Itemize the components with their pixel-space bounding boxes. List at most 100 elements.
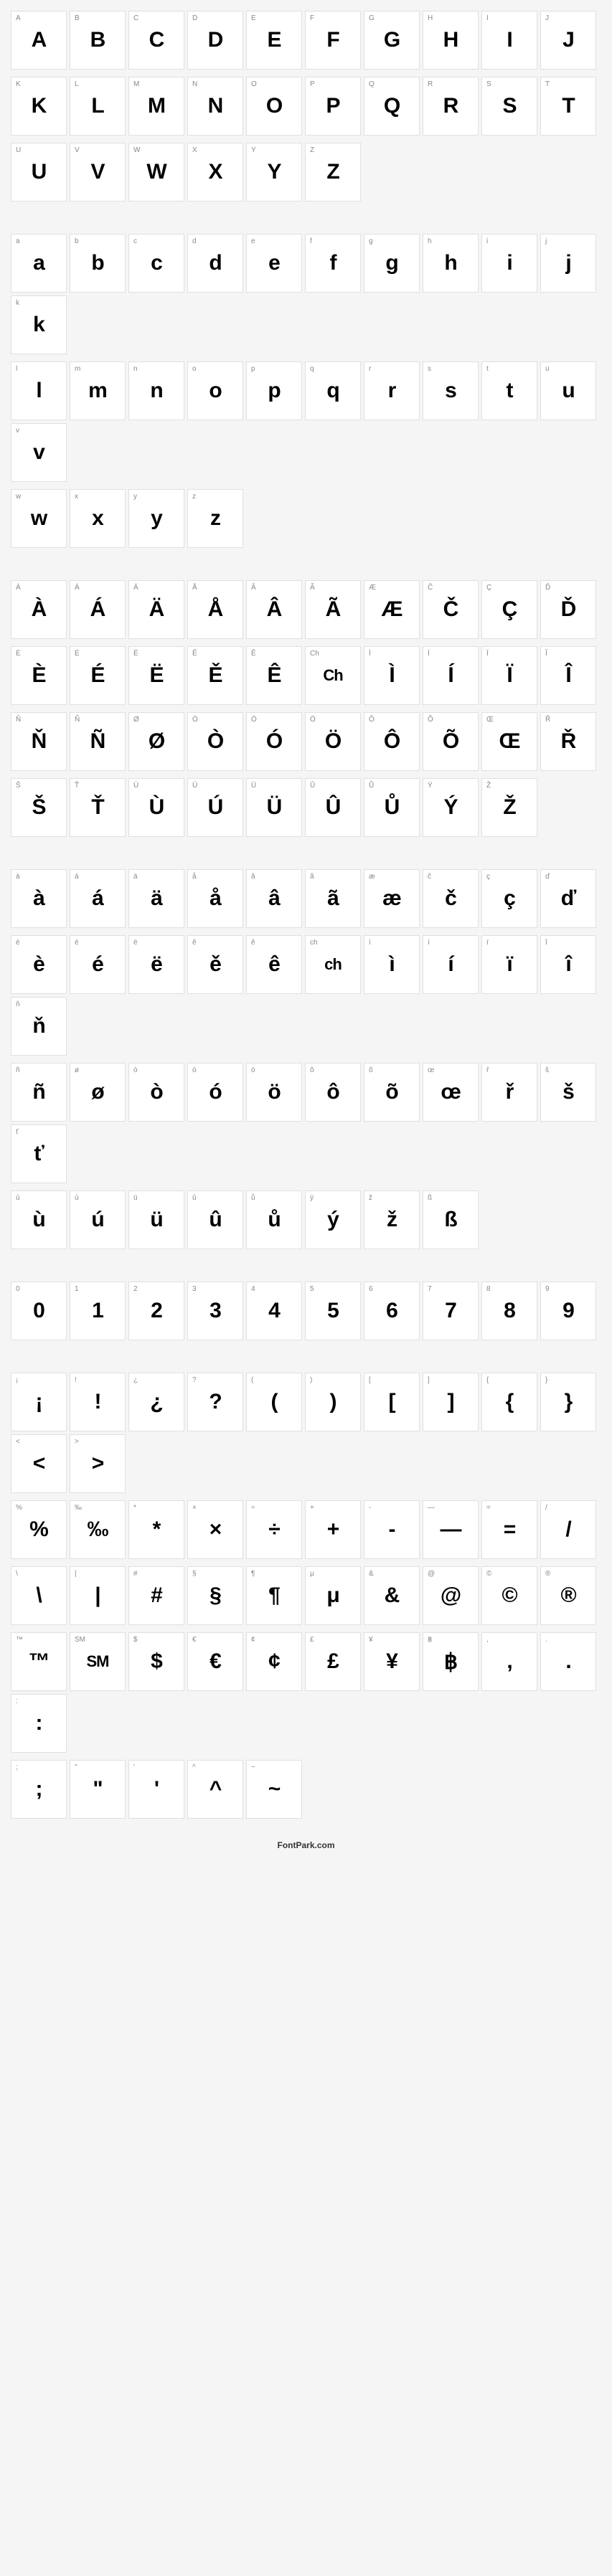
- glyph-key-label: ñ: [16, 1066, 20, 1074]
- glyph-key-label: ò: [133, 1066, 138, 1074]
- glyph-tile: ññ: [11, 1063, 67, 1122]
- glyph-key-label: à: [16, 873, 20, 881]
- glyph-key-label: :: [16, 1697, 18, 1705]
- glyph-display: Š: [14, 782, 63, 833]
- glyph-tile: ==: [481, 1500, 537, 1559]
- glyph-display: Ž: [485, 782, 534, 833]
- glyph-tile: çç: [481, 869, 537, 928]
- glyph-tile: ÎÎ: [540, 646, 596, 705]
- glyph-key-label: a: [16, 237, 20, 245]
- glyph-tile: ââ: [246, 869, 302, 928]
- glyph-tile: ÷÷: [246, 1500, 302, 1559]
- glyph-tile: ××: [187, 1500, 243, 1559]
- glyph-key-label: Č: [428, 584, 433, 592]
- glyph-key-label: W: [133, 146, 140, 154]
- glyph-tile: **: [128, 1500, 184, 1559]
- glyph-tile: èè: [11, 935, 67, 994]
- glyph-tile: ÆÆ: [364, 580, 420, 639]
- glyph-display: û: [191, 1194, 240, 1246]
- glyph-key-label: Ñ: [75, 716, 80, 724]
- glyph-display: F: [309, 14, 357, 66]
- glyph-tile: ^^: [187, 1760, 243, 1819]
- glyph-key-label: æ: [369, 873, 375, 881]
- glyph-key-label: Ò: [192, 716, 198, 724]
- glyph-display: ø: [73, 1066, 122, 1118]
- glyph-key-label: ": [75, 1763, 77, 1771]
- glyph-display: ě: [191, 939, 240, 990]
- glyph-tile: >>: [70, 1434, 126, 1493]
- glyph-tile: ÈÈ: [11, 646, 67, 705]
- glyph-key-label: é: [75, 939, 79, 947]
- glyph-tile: MM: [128, 77, 184, 136]
- glyph-key-label: š: [545, 1066, 549, 1074]
- glyph-key-label: O: [251, 80, 257, 88]
- glyph-key-label: Q: [369, 80, 375, 88]
- glyph-key-label: r: [369, 365, 371, 373]
- glyph-key-label: Ù: [133, 782, 138, 790]
- glyph-display: À: [14, 584, 63, 635]
- glyph-tile: ;;: [11, 1760, 67, 1819]
- glyph-display: Ó: [250, 716, 298, 767]
- glyph-tile: ŠŠ: [11, 778, 67, 837]
- glyph-display: |: [73, 1570, 122, 1621]
- glyph-tile: ÒÒ: [187, 712, 243, 771]
- glyph-tile: cc: [128, 234, 184, 293]
- glyph-key-label: 1: [75, 1285, 79, 1293]
- glyph-display: V: [73, 146, 122, 198]
- glyph-tile: RR: [423, 77, 479, 136]
- glyph-key-label: Š: [16, 782, 21, 790]
- glyph-tile: §§: [187, 1566, 243, 1625]
- glyph-display: Á: [73, 584, 122, 635]
- glyph-key-label: 9: [545, 1285, 550, 1293]
- glyph-display: 4: [250, 1285, 298, 1337]
- glyph-tile: €€: [187, 1632, 243, 1691]
- glyph-display: ã: [309, 873, 357, 924]
- glyph-display: $: [132, 1636, 181, 1687]
- glyph-tile: SS: [481, 77, 537, 136]
- glyph-key-label: Â: [251, 584, 256, 592]
- glyph-key-label: <: [16, 1438, 20, 1446]
- glyph-tile: YY: [246, 143, 302, 202]
- glyph-key-label: Ť: [75, 782, 79, 790]
- glyph-key-label: i: [486, 237, 488, 245]
- glyph-tile: yy: [128, 489, 184, 548]
- glyph-display: ñ: [14, 1066, 63, 1118]
- glyph-tile: ..: [540, 1632, 596, 1691]
- glyph-display: Ø: [132, 716, 181, 767]
- glyph-tile: ww: [11, 489, 67, 548]
- glyph-display: ò: [132, 1066, 181, 1118]
- glyph-display: Ü: [250, 782, 298, 833]
- glyph-display: ť: [14, 1128, 63, 1180]
- glyph-key-label: Ç: [486, 584, 491, 592]
- glyph-row: ŇŇÑÑØØÒÒÓÓÖÖÔÔÕÕŒŒŘŘ: [11, 712, 601, 771]
- glyph-display: ¿: [132, 1376, 181, 1428]
- glyph-display: a: [14, 237, 63, 289]
- glyph-display: Ï: [485, 650, 534, 701]
- glyph-tile: ČČ: [423, 580, 479, 639]
- glyph-tile: êê: [246, 935, 302, 994]
- glyph-key-label: Ú: [192, 782, 197, 790]
- glyph-key-label: ř: [486, 1066, 489, 1074]
- glyph-display: (: [250, 1376, 298, 1428]
- glyph-display: d: [191, 237, 240, 289]
- glyph-tile: 99: [540, 1282, 596, 1340]
- glyph-row: llmmnnooppqqrrssttuuvv: [11, 361, 601, 482]
- glyph-key-label: Ů: [369, 782, 374, 790]
- glyph-display: <: [14, 1438, 63, 1490]
- glyph-display: ň: [14, 1000, 63, 1052]
- glyph-display: ^: [191, 1763, 240, 1815]
- glyph-key-label: ï: [486, 939, 489, 947]
- font-character-map: AABBCCDDEEFFGGHHIIJJKKLLMMNNOOPPQQRRSSTT…: [11, 11, 601, 1819]
- glyph-tile: õõ: [364, 1063, 420, 1122]
- glyph-display: Ů: [367, 782, 416, 833]
- glyph-tile: öö: [246, 1063, 302, 1122]
- glyph-key-label: m: [75, 365, 80, 373]
- glyph-tile: ËË: [128, 646, 184, 705]
- glyph-display: ì: [367, 939, 416, 990]
- glyph-tile: kk: [11, 295, 67, 354]
- glyph-tile: //: [540, 1500, 596, 1559]
- glyph-row: ™™SMSM$$€€¢¢££¥¥฿฿,,..::: [11, 1632, 601, 1753]
- glyph-key-label: 6: [369, 1285, 373, 1293]
- glyph-key-label: Ã: [310, 584, 315, 592]
- glyph-tile: ++: [305, 1500, 361, 1559]
